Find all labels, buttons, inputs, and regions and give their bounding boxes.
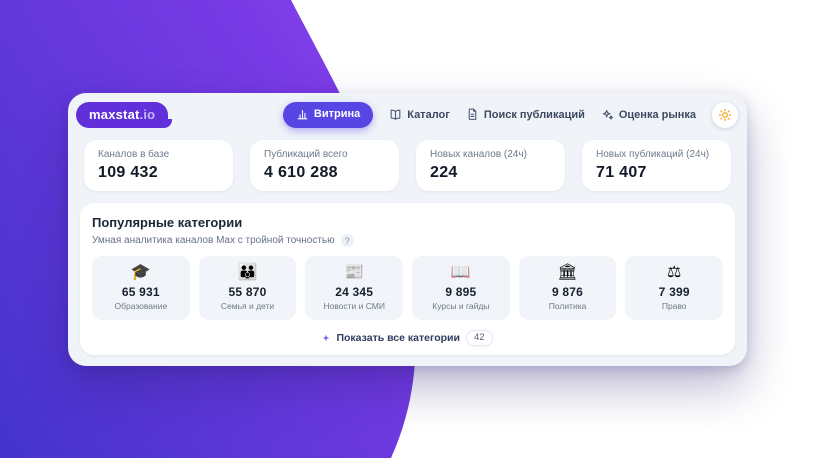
category-count: 9 895 [445,285,477,299]
nav-item-ocenka-rynka[interactable]: Оценка рынка [601,108,696,121]
graduation-cap-icon: 🎓 [130,264,151,281]
category-tile-novosti-i-smi[interactable]: 📰 24 345 Новости и СМИ [305,256,404,320]
category-label: Новости и СМИ [323,301,385,311]
classical-building-icon: 🏛 [557,264,578,281]
stat-card-channels-total: Каналов в базе 109 432 [84,140,233,191]
stat-label: Новых каналов (24ч) [430,149,527,160]
open-book-pencil-icon: 📖 [450,264,471,281]
panel-title: Популярные категории [92,215,243,230]
category-count: 55 870 [228,285,267,299]
category-tile-semya-i-deti[interactable]: 👪 55 870 Семья и дети [198,256,297,320]
logo-main: maxstat [89,106,140,122]
category-label: Право [661,301,687,311]
categories-count-badge: 42 [465,330,493,346]
main-nav: Витрина Каталог Поиск публикаций Оценка … [282,101,738,128]
stat-value: 71 407 [596,164,647,181]
newspaper-icon: 📰 [344,264,365,281]
stat-value: 224 [430,164,458,181]
logo[interactable]: maxstat.io [76,101,173,128]
category-label: Курсы и гайды [432,301,490,311]
show-all-categories-button[interactable]: Показать все категории 42 [92,330,723,346]
balance-scale-icon: ⚖ [667,264,682,281]
category-tile-kursy-i-gajdy[interactable]: 📖 9 895 Курсы и гайды [412,256,510,320]
sparkles-icon [602,109,614,120]
stat-value: 109 432 [98,164,158,181]
document-icon [468,108,477,120]
show-all-label: Показать все категории [336,332,460,344]
stat-label: Новых публикаций (24ч) [596,149,710,160]
diamond-sparkle-icon [323,334,330,342]
bar-chart-icon [297,109,308,119]
category-tile-politika[interactable]: 🏛 9 876 Политика [518,256,617,320]
category-tile-pravo[interactable]: ⚖ 7 399 Право [625,256,724,320]
category-tiles: 🎓 65 931 Образование 👪 55 870 Семья и де… [92,256,724,320]
nav-item-poisk-publikacij[interactable]: Поиск публикаций [466,108,585,121]
main-card: maxstat.io Витрина Каталог Поиск публика… [68,93,747,366]
stat-label: Публикаций всего [264,149,348,160]
nav-item-label: Поиск публикаций [483,108,585,121]
nav-item-katalog[interactable]: Каталог [389,108,450,121]
category-label: Семья и дети [220,301,275,311]
stat-card-publications-total: Публикаций всего 4 610 288 [250,140,399,191]
category-label: Образование [114,301,168,311]
stats-row: Каналов в базе 109 432 Публикаций всего … [84,140,731,191]
category-tile-obrazovanie[interactable]: 🎓 65 931 Образование [92,256,190,320]
logo-suffix: .io [139,106,156,122]
header: maxstat.io Витрина Каталог Поиск публика… [68,93,747,129]
nav-item-vitrina[interactable]: Витрина [282,101,374,128]
popular-categories-panel: Популярные категории Умная аналитика кан… [80,203,735,355]
book-icon [390,109,401,120]
stat-label: Каналов в базе [98,149,170,160]
category-count: 7 399 [658,285,690,299]
stat-card-new-publications-24h: Новых публикаций (24ч) 71 407 [582,140,731,191]
stat-card-new-channels-24h: Новых каналов (24ч) 224 [416,140,565,191]
category-count: 65 931 [121,285,160,299]
nav-item-label: Оценка рынка [618,108,696,121]
family-icon: 👪 [237,264,258,281]
nav-item-label: Каталог [407,108,450,121]
panel-subtitle-row: Умная аналитика каналов Max с тройной то… [92,234,723,247]
sun-icon [718,108,732,121]
stat-value: 4 610 288 [264,164,338,181]
category-count: 9 876 [552,285,584,299]
nav-item-label: Витрина [313,108,361,120]
help-icon[interactable]: ? [340,234,354,247]
panel-subtitle: Умная аналитика каналов Max с тройной то… [92,235,335,246]
theme-toggle-button[interactable] [712,101,738,128]
category-count: 24 345 [335,285,374,299]
category-label: Политика [548,301,587,311]
